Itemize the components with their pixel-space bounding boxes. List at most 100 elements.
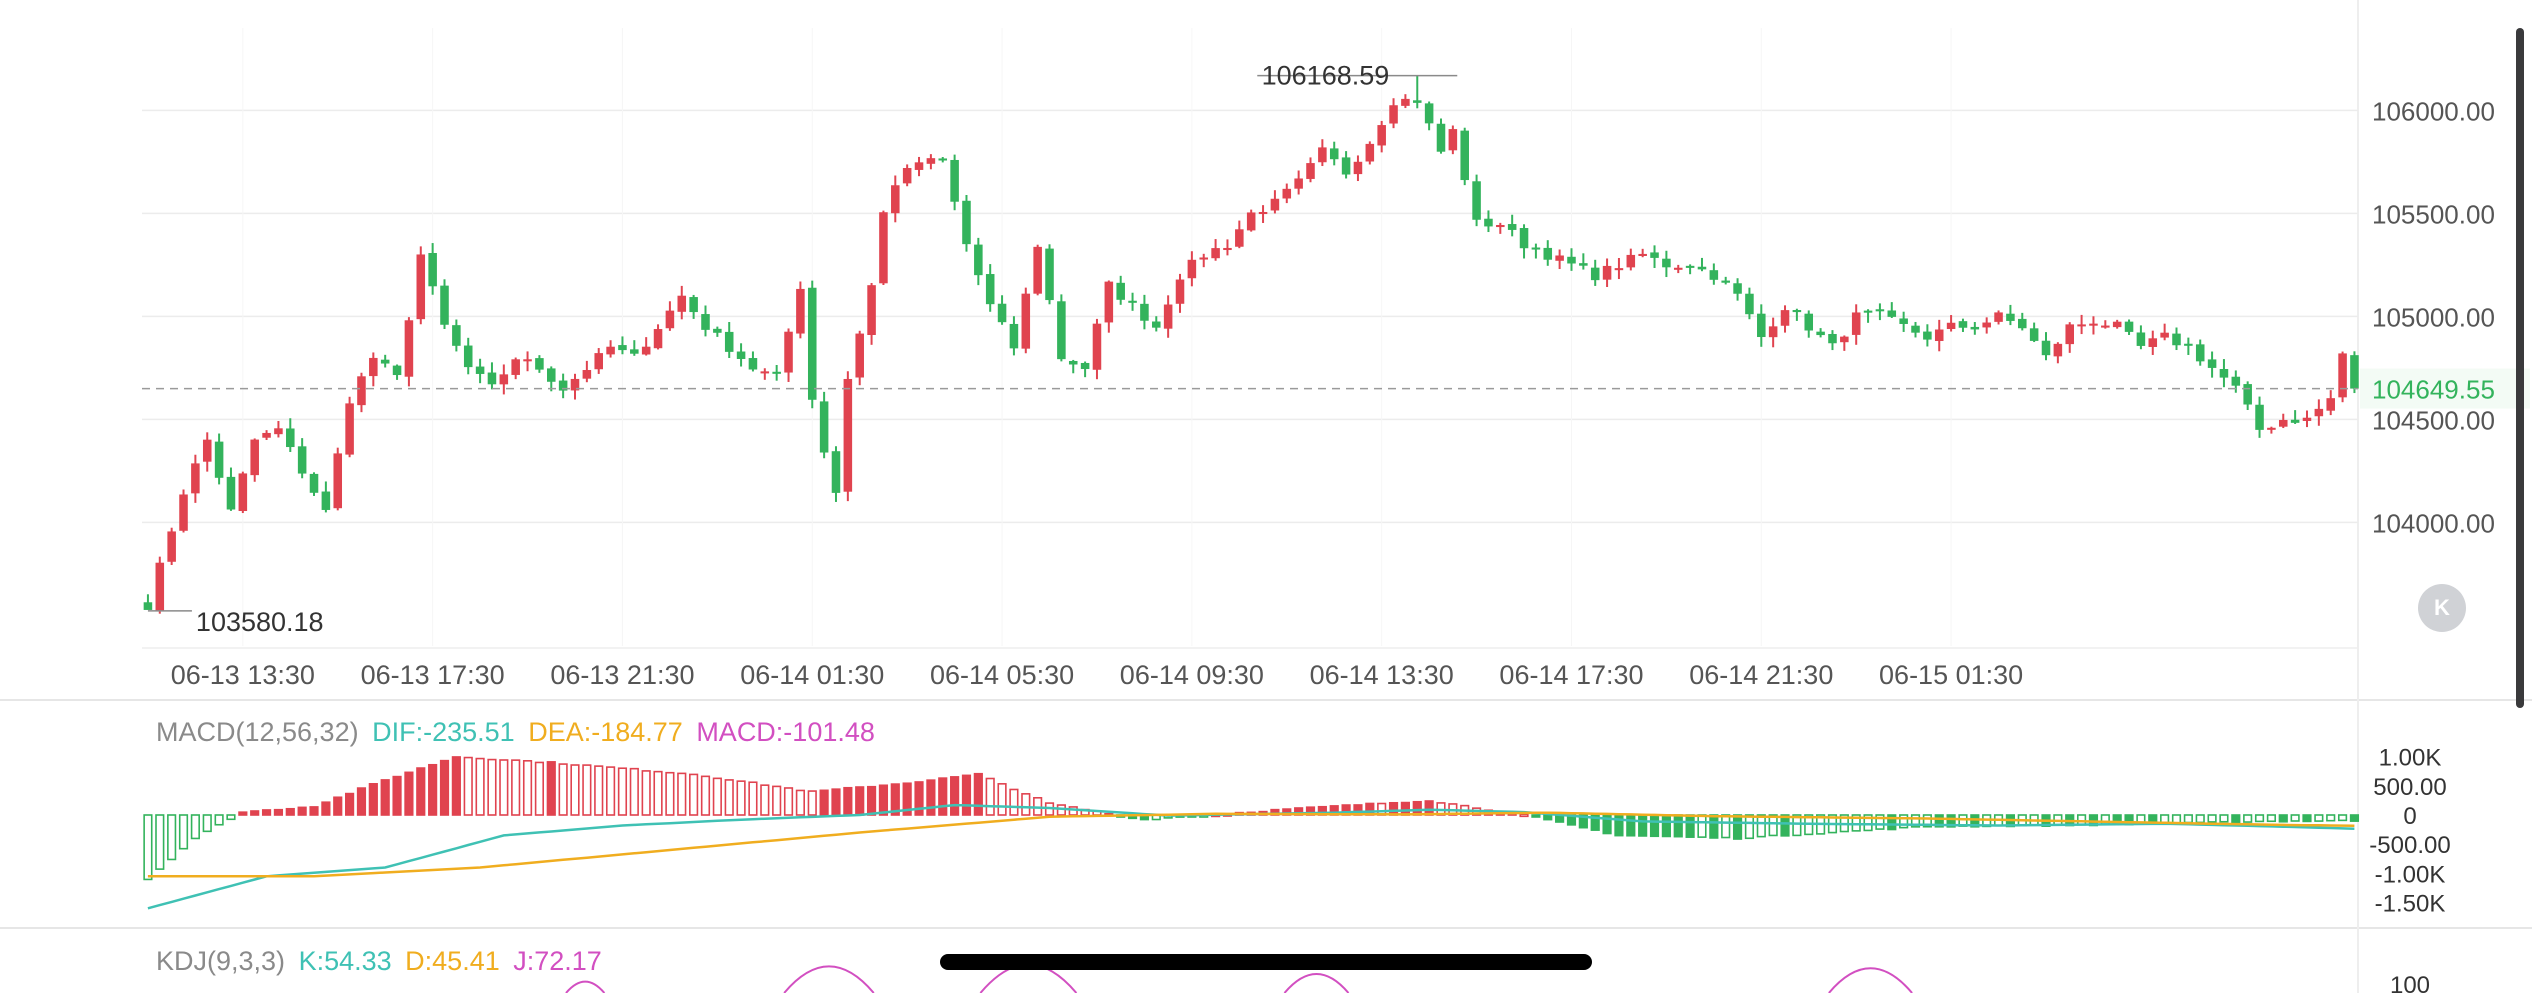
- candle-body[interactable]: [2112, 321, 2122, 328]
- candle-body[interactable]: [1448, 129, 1458, 151]
- candle-body[interactable]: [547, 368, 556, 382]
- candle-body[interactable]: [2184, 343, 2193, 346]
- candle-body[interactable]: [582, 370, 592, 379]
- candle-body[interactable]: [724, 331, 734, 352]
- candle-body[interactable]: [309, 473, 319, 493]
- candle-body[interactable]: [1211, 248, 1220, 259]
- candle-body[interactable]: [784, 331, 793, 373]
- candle-body[interactable]: [1436, 123, 1446, 152]
- candle-body[interactable]: [1745, 293, 1754, 315]
- candle-body[interactable]: [1187, 259, 1197, 279]
- candle-body[interactable]: [2314, 408, 2324, 417]
- candle-body[interactable]: [1412, 100, 1422, 103]
- candle-body[interactable]: [2290, 419, 2300, 423]
- candle-body[interactable]: [1650, 252, 1659, 258]
- candle-body[interactable]: [286, 428, 295, 448]
- candle-body[interactable]: [1021, 293, 1031, 349]
- candle-body[interactable]: [1223, 247, 1232, 251]
- candle-body[interactable]: [357, 376, 366, 406]
- candle-body[interactable]: [855, 333, 864, 378]
- candle-body[interactable]: [2148, 338, 2158, 347]
- candle-body[interactable]: [1294, 178, 1303, 189]
- candle-body[interactable]: [1258, 211, 1268, 215]
- candle-body[interactable]: [1614, 268, 1624, 271]
- candle-body[interactable]: [1341, 157, 1351, 175]
- candle-body[interactable]: [1602, 265, 1612, 280]
- candle-body[interactable]: [392, 365, 402, 376]
- candle-body[interactable]: [1804, 313, 1814, 331]
- candle-body[interactable]: [1104, 281, 1114, 323]
- candle-body[interactable]: [962, 200, 971, 245]
- candle-body[interactable]: [416, 254, 426, 320]
- candle-body[interactable]: [1994, 312, 2003, 322]
- candle-body[interactable]: [1472, 181, 1481, 220]
- candle-body[interactable]: [1946, 322, 1956, 330]
- candle-body[interactable]: [226, 476, 236, 510]
- candle-body[interactable]: [1235, 229, 1244, 247]
- candle-body[interactable]: [713, 328, 722, 333]
- candle-body[interactable]: [1329, 148, 1339, 160]
- candle-body[interactable]: [1828, 333, 1837, 344]
- candle-body[interactable]: [772, 371, 781, 374]
- vertical-scrollbar[interactable]: [2516, 28, 2524, 708]
- candle-body[interactable]: [1626, 254, 1636, 268]
- candle-body[interactable]: [2219, 369, 2229, 378]
- candle-body[interactable]: [1424, 103, 1434, 124]
- candle-body[interactable]: [891, 185, 900, 214]
- candle-body[interactable]: [1970, 326, 1980, 330]
- candle-body[interactable]: [440, 285, 449, 325]
- candle-body[interactable]: [2267, 427, 2276, 430]
- candle-body[interactable]: [1199, 257, 1209, 260]
- candle-body[interactable]: [1318, 147, 1327, 163]
- candle-body[interactable]: [452, 325, 461, 346]
- candle-body[interactable]: [1579, 263, 1588, 266]
- candle-body[interactable]: [1092, 323, 1102, 370]
- candle-body[interactable]: [1899, 318, 1908, 324]
- kdj-panel[interactable]: 100: [565, 963, 2430, 993]
- candle-body[interactable]: [1543, 247, 1553, 260]
- candle-body[interactable]: [1792, 310, 1802, 313]
- candle-body[interactable]: [2124, 321, 2134, 332]
- candle-body[interactable]: [143, 602, 153, 610]
- candle-body[interactable]: [1958, 321, 1968, 328]
- candle-body[interactable]: [2207, 359, 2217, 368]
- candle-body[interactable]: [1365, 143, 1375, 162]
- candle-body[interactable]: [879, 212, 888, 284]
- candle-body[interactable]: [1353, 161, 1363, 175]
- candle-body[interactable]: [2326, 398, 2335, 411]
- candle-body[interactable]: [1140, 303, 1149, 321]
- candle-body[interactable]: [1175, 279, 1185, 304]
- home-indicator[interactable]: [940, 954, 1592, 970]
- candle-body[interactable]: [250, 439, 259, 476]
- candle-body[interactable]: [369, 357, 378, 377]
- candle-body[interactable]: [618, 345, 627, 351]
- candle-body[interactable]: [665, 310, 675, 329]
- candle-body[interactable]: [428, 253, 437, 287]
- candle-body[interactable]: [499, 374, 509, 385]
- candle-body[interactable]: [297, 446, 307, 474]
- candle-body[interactable]: [345, 403, 354, 455]
- candle-body[interactable]: [2172, 333, 2181, 346]
- candle-body[interactable]: [214, 441, 224, 478]
- candle-body[interactable]: [380, 359, 390, 364]
- candle-body[interactable]: [535, 358, 544, 370]
- candle-body[interactable]: [594, 353, 603, 370]
- candle-body[interactable]: [689, 297, 698, 313]
- candle-body[interactable]: [985, 274, 995, 305]
- candle-body[interactable]: [2278, 419, 2288, 427]
- candle-body[interactable]: [796, 288, 805, 334]
- candle-body[interactable]: [558, 380, 568, 391]
- candle-body[interactable]: [1009, 323, 1019, 349]
- candle-body[interactable]: [2041, 340, 2051, 356]
- candle-body[interactable]: [167, 531, 176, 562]
- candle-body[interactable]: [463, 345, 473, 368]
- candle-body[interactable]: [1389, 105, 1398, 124]
- price-candles[interactable]: [143, 75, 2359, 614]
- candle-body[interactable]: [1638, 253, 1647, 256]
- candle-body[interactable]: [1816, 331, 1825, 336]
- candle-body[interactable]: [1045, 248, 1054, 301]
- candle-body[interactable]: [2136, 332, 2146, 346]
- candle-body[interactable]: [1911, 325, 1920, 333]
- candle-body[interactable]: [914, 162, 924, 170]
